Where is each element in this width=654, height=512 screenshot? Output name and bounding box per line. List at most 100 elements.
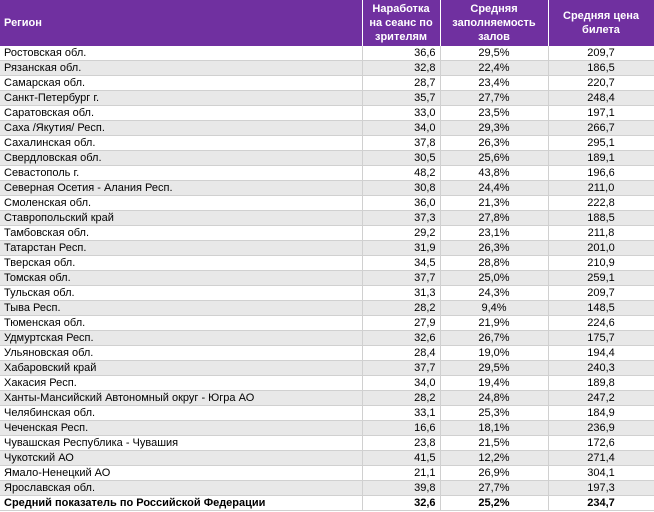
table-cell: Ханты-Мансийский Автономный округ - Югра…: [0, 390, 363, 406]
table-cell: 25,0%: [440, 270, 549, 286]
table-cell: 197,1: [548, 105, 654, 121]
table-cell: 34,0: [362, 375, 441, 391]
table-cell: 21,5%: [440, 435, 549, 451]
table-cell: Санкт-Петербург г.: [0, 90, 363, 106]
table-row: Саратовская обл. 33,0 23,5% 197,1: [0, 105, 654, 121]
table-cell: 25,3%: [440, 405, 549, 421]
table-cell: 31,3: [362, 285, 441, 301]
table-cell: Челябинская обл.: [0, 405, 363, 421]
table-cell: 26,7%: [440, 330, 549, 346]
column-header: Средняя цена билета: [548, 0, 654, 46]
table-cell: 240,3: [548, 360, 654, 376]
table-cell: Хакасия Респ.: [0, 375, 363, 391]
table-cell: Ярославская обл.: [0, 480, 363, 496]
table-cell: 33,1: [362, 405, 441, 421]
table-cell: Тамбовская обл.: [0, 225, 363, 241]
table-cell: 21,1: [362, 465, 441, 481]
table-cell: 23,1%: [440, 225, 549, 241]
table-cell: 248,4: [548, 90, 654, 106]
table-cell: 175,7: [548, 330, 654, 346]
table-cell: 27,7%: [440, 90, 549, 106]
table-cell: Тульская обл.: [0, 285, 363, 301]
table-cell: 36,6: [362, 46, 441, 61]
table-cell: Саратовская обл.: [0, 105, 363, 121]
table-cell: 29,3%: [440, 120, 549, 136]
column-header: Наработка на сеанс по зрителям: [362, 0, 441, 46]
table-cell: 224,6: [548, 315, 654, 331]
table-cell: Татарстан Респ.: [0, 240, 363, 256]
table-row: Ямало-Ненецкий АО 21,1 26,9% 304,1: [0, 465, 654, 481]
table-cell: 209,7: [548, 46, 654, 61]
table-row: Чукотский АО 41,5 12,2% 271,4: [0, 450, 654, 466]
table-cell: 43,8%: [440, 165, 549, 181]
table-row: Саха /Якутия/ Респ. 34,0 29,3% 266,7: [0, 120, 654, 136]
table-cell: 12,2%: [440, 450, 549, 466]
table-cell: 25,2%: [440, 495, 549, 511]
table-row: Ханты-Мансийский Автономный округ - Югра…: [0, 390, 654, 406]
table-cell: 32,8: [362, 60, 441, 76]
table-cell: 33,0: [362, 105, 441, 121]
table-cell: Ямало-Ненецкий АО: [0, 465, 363, 481]
table-cell: Чувашская Республика - Чувашия: [0, 435, 363, 451]
table-row: Рязанская обл. 32,8 22,4% 186,5: [0, 60, 654, 76]
table-cell: 234,7: [548, 495, 654, 511]
table-cell: Свердловская обл.: [0, 150, 363, 166]
table-cell: 22,4%: [440, 60, 549, 76]
table-cell: 148,5: [548, 300, 654, 316]
table-cell: Смоленская обл.: [0, 195, 363, 211]
table-row: Тульская обл. 31,3 24,3% 209,7: [0, 285, 654, 301]
table-cell: 220,7: [548, 75, 654, 91]
table-cell: 29,2: [362, 225, 441, 241]
table-row: Свердловская обл. 30,5 25,6% 189,1: [0, 150, 654, 166]
table-row: Чеченская Респ. 16,6 18,1% 236,9: [0, 420, 654, 436]
table-cell: Хабаровский край: [0, 360, 363, 376]
table-cell: Тыва Респ.: [0, 300, 363, 316]
table-cell: Чукотский АО: [0, 450, 363, 466]
table-cell: 28,2: [362, 390, 441, 406]
table-cell: 37,8: [362, 135, 441, 151]
table-cell: 201,0: [548, 240, 654, 256]
table-cell: 32,6: [362, 330, 441, 346]
table-cell: Томская обл.: [0, 270, 363, 286]
table-cell: 211,8: [548, 225, 654, 241]
table-cell: 36,0: [362, 195, 441, 211]
table-row: Тюменская обл. 27,9 21,9% 224,6: [0, 315, 654, 331]
table-body: Ростовская обл. 36,6 29,5% 209,7 Рязанская о…: [0, 46, 654, 511]
table-cell: 34,0: [362, 120, 441, 136]
table-cell: 24,4%: [440, 180, 549, 196]
table-cell: 21,9%: [440, 315, 549, 331]
table-cell: 266,7: [548, 120, 654, 136]
table-cell: 28,4: [362, 345, 441, 361]
table-cell: 172,6: [548, 435, 654, 451]
table-cell: Ульяновская обл.: [0, 345, 363, 361]
table-row: Татарстан Респ. 31,9 26,3% 201,0: [0, 240, 654, 256]
table-cell: 34,5: [362, 255, 441, 271]
table-cell: 16,6: [362, 420, 441, 436]
table-cell: 295,1: [548, 135, 654, 151]
table-cell: Рязанская обл.: [0, 60, 363, 76]
table-cell: 247,2: [548, 390, 654, 406]
table-cell: 184,9: [548, 405, 654, 421]
table-cell: 25,6%: [440, 150, 549, 166]
table-row: Томская обл. 37,7 25,0% 259,1: [0, 270, 654, 286]
table-cell: 27,7%: [440, 480, 549, 496]
table-cell: 24,3%: [440, 285, 549, 301]
table-cell: 23,5%: [440, 105, 549, 121]
table-row: Хабаровский край 37,7 29,5% 240,3: [0, 360, 654, 376]
table-row: Санкт-Петербург г. 35,7 27,7% 248,4: [0, 90, 654, 106]
table-row: Самарская обл. 28,7 23,4% 220,7: [0, 75, 654, 91]
table-cell: 37,3: [362, 210, 441, 226]
table-cell: Саха /Якутия/ Респ.: [0, 120, 363, 136]
table-cell: 211,0: [548, 180, 654, 196]
table-cell: 30,5: [362, 150, 441, 166]
table-cell: 35,7: [362, 90, 441, 106]
table-cell: 29,5%: [440, 46, 549, 61]
table-row: Ростовская обл. 36,6 29,5% 209,7: [0, 46, 654, 61]
table-cell: 41,5: [362, 450, 441, 466]
table-cell: 189,8: [548, 375, 654, 391]
table-cell: Ростовская обл.: [0, 46, 363, 61]
table-cell: 27,8%: [440, 210, 549, 226]
table-cell: 186,5: [548, 60, 654, 76]
table-cell: 31,9: [362, 240, 441, 256]
